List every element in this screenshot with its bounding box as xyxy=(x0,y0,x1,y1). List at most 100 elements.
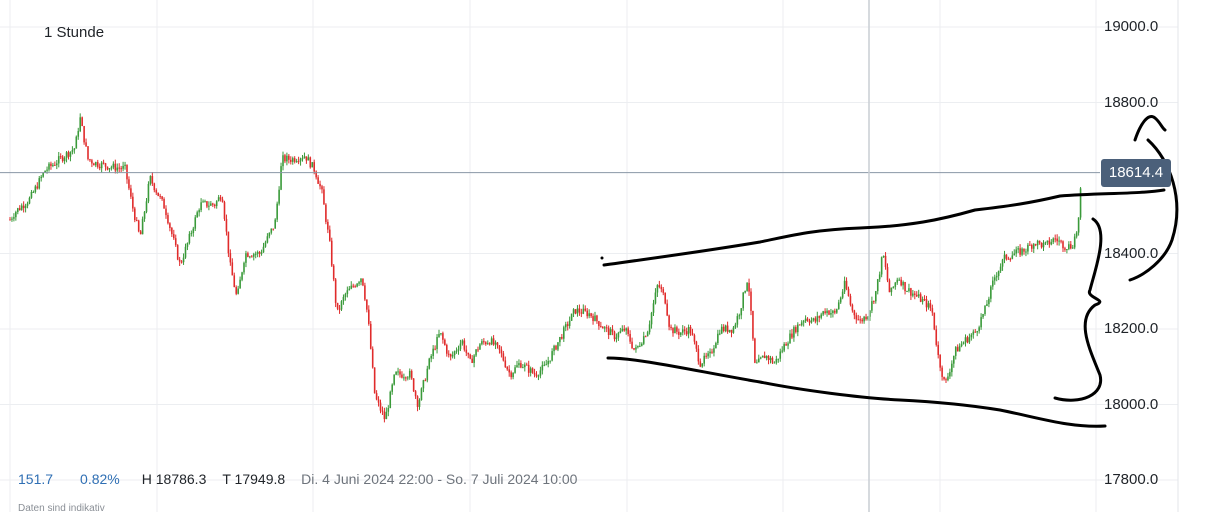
candle-up xyxy=(15,211,17,218)
candle-up xyxy=(639,345,641,347)
candle-up xyxy=(522,367,524,369)
candle-up xyxy=(1042,242,1045,248)
candle-down xyxy=(945,379,947,381)
candle-up xyxy=(543,364,546,366)
candle-up xyxy=(57,156,60,164)
drawn-lower-trendline[interactable] xyxy=(606,356,1107,428)
candle-down xyxy=(861,319,863,322)
candle-down xyxy=(919,294,922,302)
candle-up xyxy=(34,186,37,192)
candle-down xyxy=(442,333,444,340)
candle-up xyxy=(389,391,392,409)
candle-down xyxy=(974,331,977,333)
candle-up xyxy=(984,305,986,314)
candle-up xyxy=(182,257,185,263)
y-tick-label: 19000.0 xyxy=(1104,18,1159,35)
candle-down xyxy=(212,203,214,205)
candle-up xyxy=(724,325,727,331)
interval-label[interactable]: 1 Stunde xyxy=(44,24,105,41)
candle-down xyxy=(672,328,674,334)
candle-down xyxy=(629,333,631,342)
candle-down xyxy=(130,188,132,197)
stat-change: 151.7 xyxy=(18,471,54,487)
candle-up xyxy=(286,155,288,162)
candle-up xyxy=(715,343,717,349)
candle-up xyxy=(356,283,358,287)
candle-up xyxy=(958,346,961,352)
candle-up xyxy=(196,212,198,218)
candle-up xyxy=(436,336,438,350)
candle-down xyxy=(678,331,680,335)
candle-down xyxy=(598,321,600,327)
candle-up xyxy=(756,362,758,364)
candle-down xyxy=(221,199,224,203)
candle-down xyxy=(1023,248,1025,252)
candle-up xyxy=(709,351,711,354)
candle-down xyxy=(767,355,770,361)
candle-down xyxy=(362,278,364,286)
candle-up xyxy=(490,338,493,345)
candle-up xyxy=(637,345,639,348)
candle-down xyxy=(504,360,507,367)
candle-up xyxy=(432,348,434,356)
candle-up xyxy=(635,347,637,350)
candle-up xyxy=(837,302,840,310)
candle-up xyxy=(746,282,748,291)
candle-up xyxy=(141,218,144,235)
candle-down xyxy=(925,299,928,308)
candle-up xyxy=(28,197,31,204)
candle-down xyxy=(284,155,286,162)
candle-down xyxy=(697,348,700,362)
candle-down xyxy=(206,201,208,207)
candle-up xyxy=(122,165,124,169)
candle-up xyxy=(440,333,442,335)
candle-up xyxy=(927,303,930,308)
candle-down xyxy=(500,349,503,354)
candle-up xyxy=(878,274,881,280)
candle-up xyxy=(385,411,388,420)
candle-up xyxy=(687,327,690,335)
candle-up xyxy=(346,290,349,295)
candle-down xyxy=(711,351,713,353)
candle-down xyxy=(106,166,109,170)
candle-up xyxy=(621,328,624,332)
drawn-upper-trendline[interactable] xyxy=(602,188,1166,267)
candle-up xyxy=(30,191,33,198)
candle-down xyxy=(447,353,450,355)
candle-up xyxy=(276,203,278,220)
candle-down xyxy=(750,291,752,311)
drawn-brace-right[interactable] xyxy=(1053,217,1103,402)
candle-up xyxy=(512,372,514,378)
candle-up xyxy=(38,178,41,189)
candle-down xyxy=(584,308,587,311)
candle-up xyxy=(494,342,497,345)
candle-up xyxy=(559,336,561,343)
candle-up xyxy=(769,357,772,361)
candle-up xyxy=(588,313,590,317)
candle-down xyxy=(401,374,403,378)
candle-down xyxy=(104,163,107,167)
candle-up xyxy=(993,277,996,281)
candle-down xyxy=(1070,244,1072,249)
candle-up xyxy=(342,296,345,302)
candle-up xyxy=(295,161,298,163)
candle-down xyxy=(352,285,354,287)
candle-up xyxy=(208,205,210,207)
candle-up xyxy=(11,218,13,220)
candle-down xyxy=(336,302,339,309)
candle-down xyxy=(1038,240,1041,243)
candle-up xyxy=(184,246,187,258)
candle-down xyxy=(61,156,64,162)
candle-up xyxy=(344,294,347,297)
candle-down xyxy=(586,310,588,317)
candle-up xyxy=(301,158,304,160)
candle-down xyxy=(662,289,665,293)
candle-down xyxy=(293,158,296,162)
candle-up xyxy=(656,285,659,293)
candle-down xyxy=(498,345,501,350)
candle-up xyxy=(654,292,657,304)
candle-up xyxy=(13,217,15,219)
candle-down xyxy=(884,255,887,268)
candle-up xyxy=(652,303,655,313)
